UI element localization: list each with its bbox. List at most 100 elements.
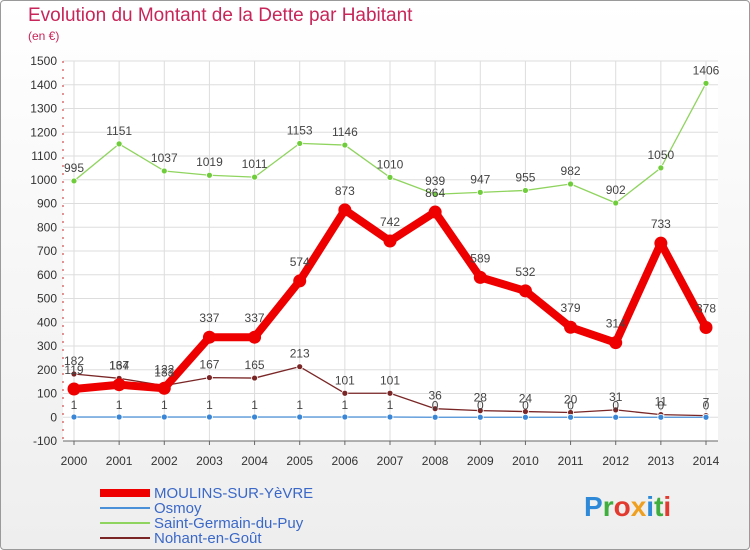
data-point-saint-germain-du-puy xyxy=(702,79,710,87)
x-tick-label: 2012 xyxy=(602,454,629,468)
proxiti-logo: Proxiti xyxy=(584,491,671,522)
data-point-nohant-en-go-t xyxy=(431,405,439,413)
data-label-moulins-sur-y-vre: 137 xyxy=(109,359,129,373)
data-label-osmoy: 1 xyxy=(296,398,303,412)
x-tick-label: 2011 xyxy=(558,454,584,468)
y-tick-label: 400 xyxy=(37,315,57,329)
data-label-nohant-en-go-t: 213 xyxy=(290,347,310,361)
x-tick-label: 2013 xyxy=(648,454,675,468)
logo-letter: o xyxy=(614,491,631,522)
data-point-osmoy xyxy=(567,413,574,421)
data-label-osmoy: 0 xyxy=(703,398,710,412)
x-tick-label: 2002 xyxy=(151,454,178,468)
data-label-saint-germain-du-puy: 947 xyxy=(470,172,490,186)
logo-letter: i xyxy=(646,491,654,522)
data-point-nohant-en-go-t xyxy=(341,389,349,397)
y-tick-label: 1400 xyxy=(30,78,57,92)
data-point-nohant-en-go-t xyxy=(386,389,394,397)
data-point-saint-germain-du-puy xyxy=(522,187,529,194)
data-point-saint-germain-du-puy xyxy=(567,180,574,188)
data-point-osmoy xyxy=(386,413,394,421)
data-label-osmoy: 1 xyxy=(387,398,394,412)
data-label-saint-germain-du-puy: 995 xyxy=(64,161,84,175)
data-point-saint-germain-du-puy xyxy=(160,167,168,175)
data-point-moulins-sur-y-vre xyxy=(157,381,171,395)
data-point-osmoy xyxy=(702,413,710,421)
data-label-saint-germain-du-puy: 1406 xyxy=(693,63,720,77)
y-tick-label: 900 xyxy=(37,197,57,211)
legend-label: Saint-Germain-du-Puy xyxy=(154,515,304,532)
logo-letter: x xyxy=(631,491,647,522)
data-label-nohant-en-go-t: 165 xyxy=(245,358,265,372)
y-tick-label: 1200 xyxy=(30,125,57,139)
data-label-saint-germain-du-puy: 955 xyxy=(515,170,535,184)
y-tick-label: 800 xyxy=(37,220,57,234)
data-label-nohant-en-go-t: 7 xyxy=(703,396,710,410)
y-tick-label: 1000 xyxy=(30,173,57,187)
data-label-saint-germain-du-puy: 1010 xyxy=(377,157,404,171)
x-tick-label: 2007 xyxy=(377,454,404,468)
series xyxy=(67,79,713,421)
legend-label: MOULINS-SUR-YèVRE xyxy=(154,485,313,502)
data-label-moulins-sur-y-vre: 589 xyxy=(470,251,490,265)
data-label-moulins-sur-y-vre: 873 xyxy=(335,184,355,198)
data-label-nohant-en-go-t: 133 xyxy=(154,366,174,380)
chart-subtitle: (en €) xyxy=(28,29,59,43)
data-label-osmoy: 1 xyxy=(161,398,168,412)
data-point-saint-germain-du-puy xyxy=(70,177,78,185)
data-label-saint-germain-du-puy: 1011 xyxy=(242,157,268,171)
y-tick-label: 700 xyxy=(37,244,57,258)
data-point-moulins-sur-y-vre xyxy=(67,382,81,396)
data-label-saint-germain-du-puy: 1151 xyxy=(106,124,132,138)
data-label-saint-germain-du-puy: 902 xyxy=(606,183,626,197)
legend-label: Osmoy xyxy=(154,500,202,517)
y-tick-label: 600 xyxy=(37,268,57,282)
y-tick-label: 1300 xyxy=(30,102,57,116)
y-tick-label: 500 xyxy=(37,292,57,306)
data-label-moulins-sur-y-vre: 119 xyxy=(64,363,83,377)
data-label-nohant-en-go-t: 101 xyxy=(335,373,355,387)
y-tick-label: 1500 xyxy=(30,54,57,68)
data-label-nohant-en-go-t: 20 xyxy=(564,393,578,407)
x-tick-label: 2009 xyxy=(467,454,494,468)
data-label-moulins-sur-y-vre: 122 xyxy=(154,362,174,376)
x-tick-label: 2003 xyxy=(196,454,223,468)
x-tick-label: 2008 xyxy=(422,454,449,468)
data-label-saint-germain-du-puy: 982 xyxy=(561,164,581,178)
data-point-moulins-sur-y-vre xyxy=(609,336,623,350)
x-tick-label: 2006 xyxy=(332,454,359,468)
data-point-saint-germain-du-puy xyxy=(341,141,349,149)
x-tick-label: 2004 xyxy=(241,454,268,468)
data-label-moulins-sur-y-vre: 379 xyxy=(561,301,581,315)
data-label-moulins-sur-y-vre: 532 xyxy=(515,265,535,279)
data-point-moulins-sur-y-vre xyxy=(428,205,442,219)
data-point-osmoy xyxy=(341,413,349,421)
data-point-nohant-en-go-t xyxy=(206,374,213,381)
data-point-saint-germain-du-puy xyxy=(296,140,304,147)
axes: -100010020030040050060070080090010001100… xyxy=(30,54,719,468)
x-tick-label: 2000 xyxy=(61,454,88,468)
data-label-moulins-sur-y-vre: 742 xyxy=(380,215,400,229)
data-label-nohant-en-go-t: 28 xyxy=(474,391,488,405)
data-label-moulins-sur-y-vre: 864 xyxy=(425,186,445,200)
data-label-osmoy: 0 xyxy=(522,398,529,412)
data-point-moulins-sur-y-vre xyxy=(248,330,262,344)
data-point-saint-germain-du-puy xyxy=(251,173,258,181)
data-label-saint-germain-du-puy: 1146 xyxy=(332,125,358,139)
data-label-moulins-sur-y-vre: 314 xyxy=(606,317,626,331)
y-tick-label: 100 xyxy=(37,387,57,401)
data-point-osmoy xyxy=(476,413,484,421)
data-point-osmoy xyxy=(206,413,213,421)
data-label-osmoy: 0 xyxy=(432,398,439,412)
data-label-nohant-en-go-t: 164 xyxy=(109,358,129,372)
data-label-nohant-en-go-t: 167 xyxy=(199,358,219,372)
x-tick-label: 2001 xyxy=(106,454,133,468)
data-point-saint-germain-du-puy xyxy=(386,173,394,181)
data-point-moulins-sur-y-vre xyxy=(518,284,532,298)
data-label-nohant-en-go-t: 31 xyxy=(609,390,623,404)
data-point-moulins-sur-y-vre xyxy=(338,203,352,217)
data-point-nohant-en-go-t xyxy=(296,363,304,371)
data-label-saint-germain-du-puy: 1037 xyxy=(151,151,178,165)
data-point-saint-germain-du-puy xyxy=(476,188,484,196)
data-point-moulins-sur-y-vre xyxy=(564,320,578,334)
